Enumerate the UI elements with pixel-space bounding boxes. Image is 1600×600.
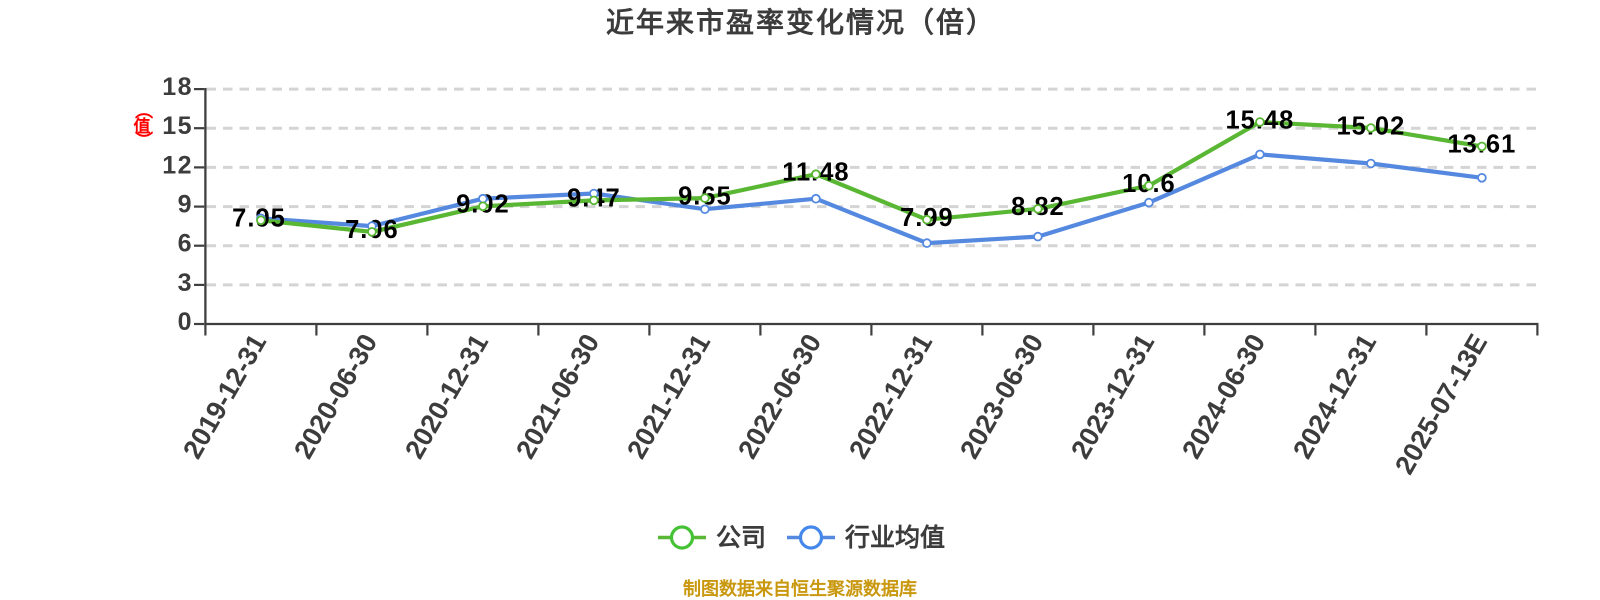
svg-text:行业均值: 行业均值 (844, 524, 945, 552)
svg-text:15: 15 (162, 112, 193, 140)
svg-text:12: 12 (162, 151, 193, 179)
svg-text:18: 18 (162, 73, 193, 101)
svg-text:公司: 公司 (716, 524, 766, 552)
svg-text:0: 0 (178, 308, 193, 336)
svg-text:）: ） (133, 131, 153, 149)
svg-text:近年来市盈率变化情况（倍）: 近年来市盈率变化情况（倍） (606, 6, 996, 38)
svg-text:（: （ (133, 101, 153, 119)
svg-text:值: 值 (134, 116, 151, 136)
svg-text:3: 3 (178, 269, 193, 297)
svg-text:制图数据来自恒生聚源数据库: 制图数据来自恒生聚源数据库 (683, 578, 917, 599)
svg-text:9: 9 (178, 191, 193, 219)
svg-text:6: 6 (178, 230, 193, 258)
